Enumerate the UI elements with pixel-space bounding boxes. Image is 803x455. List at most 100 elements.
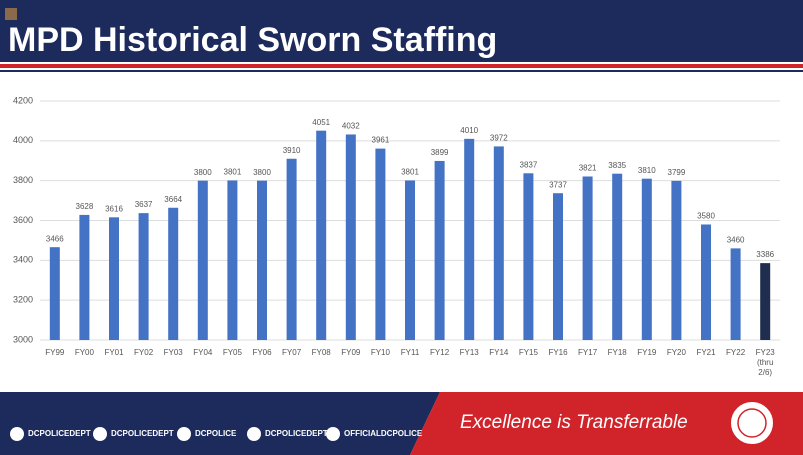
x-tick-label: FY07 [282,348,302,357]
bar [760,263,771,340]
social-icon [326,427,340,441]
blue-rule [0,70,803,72]
value-label: 3837 [520,160,538,169]
bar [375,148,386,340]
bar [197,180,208,340]
bar [582,176,593,340]
value-label: 3800 [253,168,271,177]
social-icon [10,427,24,441]
value-label: 3961 [372,136,390,145]
bar [464,138,475,340]
x-tick-label: FY15 [518,348,538,357]
social-handle: DCPOLICEDEPT [28,429,91,438]
value-label: 3628 [76,202,94,211]
bar [345,134,356,340]
social-icon [247,427,261,441]
value-label: 3801 [401,168,419,177]
value-label: 3799 [668,168,686,177]
bar [523,173,534,340]
x-tick-label: FY03 [163,348,183,357]
y-tick-label: 3600 [13,215,33,225]
x-tick-label: FY02 [134,348,154,357]
social-handle: DCPOLICEDEPT [111,429,174,438]
x-tick-label: FY21 [696,348,716,357]
x-tick-label: FY17 [578,348,598,357]
value-label: 3737 [549,180,567,189]
value-label: 3821 [579,164,597,173]
badge-inner [737,408,767,438]
bar [138,213,149,340]
x-tick-label: FY05 [222,348,242,357]
bar [79,214,90,340]
x-tick-label: FY22 [726,348,746,357]
value-label: 3835 [608,161,626,170]
footer-left [0,392,440,455]
value-label: 3972 [490,134,508,143]
value-label: 3616 [105,204,123,213]
title-band [0,0,803,62]
value-label: 4032 [342,122,360,131]
x-tick-label: FY10 [370,348,390,357]
social-handle: DCPOLICEDEPT [265,429,328,438]
bar [434,160,445,340]
x-tick-label: FY14 [489,348,509,357]
value-label: 3801 [224,168,242,177]
bar [227,180,238,340]
bar [612,173,623,340]
x-tick-label: FY12 [430,348,450,357]
x-tick-label: FY20 [666,348,686,357]
x-tick-label: FY11 [400,348,420,357]
bar [405,180,415,340]
bar [641,178,652,340]
y-tick-label: 3200 [13,295,33,305]
y-tick-label: 4200 [13,95,33,105]
slogan: Excellence is Transferrable [460,412,688,433]
bar [316,130,327,340]
social-icon [177,427,191,441]
x-tick-label: FY00 [74,348,94,357]
x-tick-label: FY18 [607,348,627,357]
social-icon [93,427,107,441]
value-label: 3580 [697,212,715,221]
value-label: 3810 [638,166,656,175]
x-tick-label: FY99 [45,348,65,357]
x-tick-label: FY23 (thru 2/6) [755,348,775,377]
x-tick-label: FY19 [637,348,657,357]
x-tick-label: FY01 [104,348,124,357]
bar [109,217,119,340]
bar [671,180,682,340]
bar [701,224,711,340]
x-tick-label: FY16 [548,348,568,357]
value-label: 3899 [431,148,449,157]
x-tick-label: FY08 [311,348,331,357]
bar [49,247,60,340]
bar [493,146,504,340]
value-label: 3460 [727,235,745,244]
value-label: 3910 [283,146,301,155]
bar [286,158,297,340]
footer-right [410,392,803,455]
bar [730,248,741,340]
bar [553,193,563,340]
value-label: 3386 [756,250,774,259]
x-tick-label: FY13 [459,348,479,357]
bar [257,180,267,340]
value-label: 4010 [460,126,478,135]
social-handle: DCPOLICE [195,429,237,438]
y-tick-label: 3800 [13,175,33,185]
slide-title: MPD Historical Sworn Staffing [8,21,497,59]
value-label: 4051 [312,118,330,127]
y-tick-label: 4000 [13,135,33,145]
bar [168,207,179,340]
x-tick-label: FY09 [341,348,361,357]
value-label: 3664 [164,195,182,204]
value-label: 3800 [194,168,212,177]
red-rule [0,64,803,68]
social-handle: OFFICIALDCPOLICE [344,429,423,438]
x-tick-label: FY04 [193,348,213,357]
y-tick-label: 3000 [13,334,33,344]
badge [729,400,775,446]
value-label: 3466 [46,234,64,243]
